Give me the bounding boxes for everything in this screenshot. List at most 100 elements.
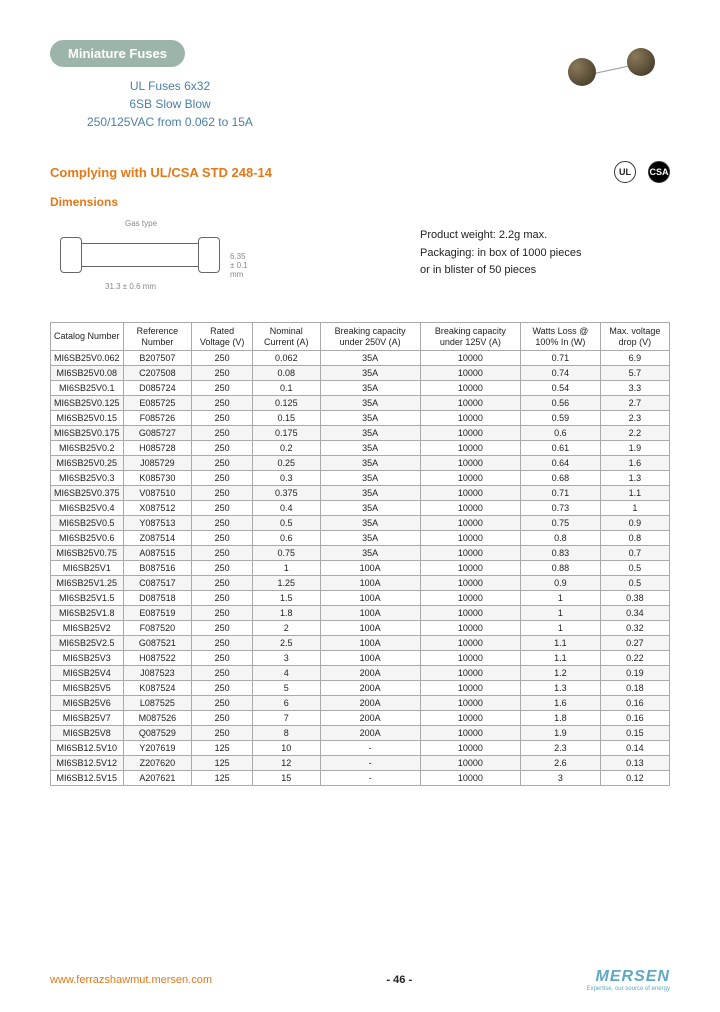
- table-cell: 0.5: [253, 516, 320, 531]
- table-cell: 35A: [320, 546, 420, 561]
- table-cell: 1.8: [253, 606, 320, 621]
- table-cell: 0.71: [520, 351, 600, 366]
- subtitle-line: UL Fuses 6x32: [60, 77, 280, 95]
- length-label: 31.3 ± 0.6 mm: [105, 282, 156, 291]
- table-cell: 35A: [320, 471, 420, 486]
- table-cell: 35A: [320, 381, 420, 396]
- table-cell: 1.3: [520, 681, 600, 696]
- table-cell: 250: [192, 636, 253, 651]
- table-cell: 10000: [420, 381, 520, 396]
- table-row: MI6SB25V6L0875252506200A100001.60.16: [51, 696, 670, 711]
- table-cell: 250: [192, 381, 253, 396]
- table-cell: 10000: [420, 546, 520, 561]
- table-cell: 0.61: [520, 441, 600, 456]
- table-cell: 35A: [320, 501, 420, 516]
- table-cell: 1.3: [600, 471, 669, 486]
- table-cell: 10: [253, 741, 320, 756]
- table-cell: 0.6: [520, 426, 600, 441]
- table-row: MI6SB25V4J0875232504200A100001.20.19: [51, 666, 670, 681]
- table-cell: 125: [192, 756, 253, 771]
- col-header: Watts Loss @ 100% In (W): [520, 323, 600, 351]
- table-cell: 10000: [420, 591, 520, 606]
- table-cell: D085724: [123, 381, 192, 396]
- table-cell: 100A: [320, 651, 420, 666]
- table-cell: 0.19: [600, 666, 669, 681]
- table-cell: 10000: [420, 531, 520, 546]
- table-row: MI6SB25V0.3K0857302500.335A100000.681.3: [51, 471, 670, 486]
- table-cell: 1: [520, 591, 600, 606]
- table-cell: MI6SB25V0.15: [51, 411, 124, 426]
- col-header: Max. voltage drop (V): [600, 323, 669, 351]
- table-cell: 1.9: [520, 726, 600, 741]
- table-cell: 1.1: [600, 486, 669, 501]
- table-row: MI6SB25V0.062B2075072500.06235A100000.71…: [51, 351, 670, 366]
- table-cell: MI6SB25V6: [51, 696, 124, 711]
- table-cell: K087524: [123, 681, 192, 696]
- table-cell: 10000: [420, 696, 520, 711]
- table-cell: 35A: [320, 351, 420, 366]
- col-header: Reference Number: [123, 323, 192, 351]
- table-cell: C087517: [123, 576, 192, 591]
- table-row: MI6SB25V0.15F0857262500.1535A100000.592.…: [51, 411, 670, 426]
- table-cell: 0.73: [520, 501, 600, 516]
- table-cell: G087521: [123, 636, 192, 651]
- table-cell: Y087513: [123, 516, 192, 531]
- table-cell: 1.25: [253, 576, 320, 591]
- table-cell: 250: [192, 441, 253, 456]
- table-cell: X087512: [123, 501, 192, 516]
- table-cell: 250: [192, 471, 253, 486]
- table-row: MI6SB25V8Q0875292508200A100001.90.15: [51, 726, 670, 741]
- table-cell: 10000: [420, 366, 520, 381]
- table-cell: D087518: [123, 591, 192, 606]
- table-cell: 1: [520, 606, 600, 621]
- table-cell: MI6SB25V1: [51, 561, 124, 576]
- table-cell: 250: [192, 456, 253, 471]
- table-row: MI6SB25V0.4X0875122500.435A100000.731: [51, 501, 670, 516]
- table-cell: 10000: [420, 411, 520, 426]
- table-cell: 35A: [320, 486, 420, 501]
- table-cell: 1.9: [600, 441, 669, 456]
- table-cell: 2.3: [600, 411, 669, 426]
- table-cell: E085725: [123, 396, 192, 411]
- table-cell: 100A: [320, 636, 420, 651]
- table-cell: 0.4: [253, 501, 320, 516]
- spec-table: Catalog NumberReference NumberRated Volt…: [50, 322, 670, 786]
- table-cell: 35A: [320, 516, 420, 531]
- table-cell: 250: [192, 576, 253, 591]
- table-row: MI6SB25V0.6Z0875142500.635A100000.80.8: [51, 531, 670, 546]
- table-cell: MI6SB25V0.6: [51, 531, 124, 546]
- table-cell: 250: [192, 591, 253, 606]
- table-cell: MI6SB25V0.25: [51, 456, 124, 471]
- table-row: MI6SB25V0.08C2075082500.0835A100000.745.…: [51, 366, 670, 381]
- table-cell: 35A: [320, 531, 420, 546]
- table-row: MI6SB25V0.2H0857282500.235A100000.611.9: [51, 441, 670, 456]
- table-cell: 0.1: [253, 381, 320, 396]
- table-cell: MI6SB25V0.2: [51, 441, 124, 456]
- table-cell: 1.1: [520, 636, 600, 651]
- table-cell: MI6SB25V8: [51, 726, 124, 741]
- table-cell: 250: [192, 606, 253, 621]
- table-cell: 0.9: [600, 516, 669, 531]
- table-cell: MI6SB25V0.1: [51, 381, 124, 396]
- table-cell: MI6SB25V0.5: [51, 516, 124, 531]
- table-cell: 0.83: [520, 546, 600, 561]
- footer-url: www.ferrazshawmut.mersen.com: [50, 974, 212, 986]
- table-cell: 100A: [320, 591, 420, 606]
- table-cell: B087516: [123, 561, 192, 576]
- table-cell: 10000: [420, 486, 520, 501]
- table-cell: MI6SB25V0.4: [51, 501, 124, 516]
- table-cell: B207507: [123, 351, 192, 366]
- table-cell: 100A: [320, 576, 420, 591]
- table-cell: 0.13: [600, 756, 669, 771]
- table-cell: 2.5: [253, 636, 320, 651]
- table-row: MI6SB25V0.25J0857292500.2535A100000.641.…: [51, 456, 670, 471]
- table-row: MI6SB12.5V10Y20761912510-100002.30.14: [51, 741, 670, 756]
- table-cell: 5: [253, 681, 320, 696]
- table-cell: 10000: [420, 456, 520, 471]
- table-cell: 0.32: [600, 621, 669, 636]
- table-cell: 5.7: [600, 366, 669, 381]
- table-cell: C207508: [123, 366, 192, 381]
- csa-logo-icon: CSA: [648, 161, 670, 183]
- table-cell: G085727: [123, 426, 192, 441]
- table-cell: 10000: [420, 741, 520, 756]
